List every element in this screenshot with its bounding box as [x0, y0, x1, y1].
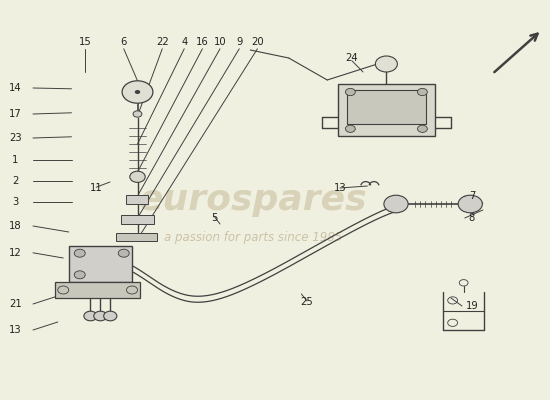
Text: 7: 7 [469, 191, 475, 201]
Circle shape [118, 249, 129, 257]
Text: 19: 19 [465, 301, 478, 311]
Circle shape [84, 311, 97, 321]
Text: 14: 14 [9, 83, 21, 93]
Circle shape [133, 111, 142, 117]
Text: 11: 11 [90, 183, 103, 193]
Circle shape [135, 90, 140, 94]
Text: eurospares: eurospares [139, 183, 367, 217]
Text: 15: 15 [79, 37, 92, 47]
Circle shape [384, 195, 408, 213]
Text: 21: 21 [9, 299, 22, 309]
Circle shape [345, 88, 355, 96]
Circle shape [345, 125, 355, 132]
Text: 13: 13 [9, 325, 21, 335]
Text: 9: 9 [236, 37, 243, 47]
Text: 12: 12 [9, 248, 22, 258]
Text: 3: 3 [12, 197, 19, 207]
Text: 8: 8 [469, 213, 475, 223]
Circle shape [417, 88, 427, 96]
FancyBboxPatch shape [116, 233, 157, 241]
Text: 25: 25 [300, 297, 313, 307]
Text: 18: 18 [9, 221, 21, 231]
Text: 1: 1 [12, 155, 19, 165]
Circle shape [122, 81, 153, 103]
Text: 23: 23 [9, 133, 21, 143]
Text: 20: 20 [251, 37, 263, 47]
Circle shape [417, 125, 427, 132]
Text: 2: 2 [12, 176, 19, 186]
Text: 5: 5 [211, 213, 218, 223]
FancyBboxPatch shape [121, 215, 154, 224]
FancyBboxPatch shape [346, 90, 426, 124]
FancyBboxPatch shape [69, 246, 132, 282]
Text: 6: 6 [120, 37, 127, 47]
Text: a passion for parts since 1985: a passion for parts since 1985 [164, 232, 342, 244]
Circle shape [375, 56, 397, 72]
Text: 10: 10 [214, 37, 226, 47]
FancyBboxPatch shape [338, 84, 434, 136]
Text: 13: 13 [334, 183, 346, 193]
Circle shape [94, 311, 107, 321]
Circle shape [74, 271, 85, 279]
Text: 17: 17 [9, 109, 22, 119]
Circle shape [103, 311, 117, 321]
Circle shape [458, 195, 482, 213]
FancyBboxPatch shape [55, 282, 140, 298]
Text: 24: 24 [346, 53, 358, 63]
Text: 16: 16 [196, 37, 209, 47]
FancyBboxPatch shape [126, 195, 148, 204]
Circle shape [74, 249, 85, 257]
Circle shape [130, 171, 145, 182]
Text: 22: 22 [156, 37, 169, 47]
Text: 4: 4 [181, 37, 188, 47]
